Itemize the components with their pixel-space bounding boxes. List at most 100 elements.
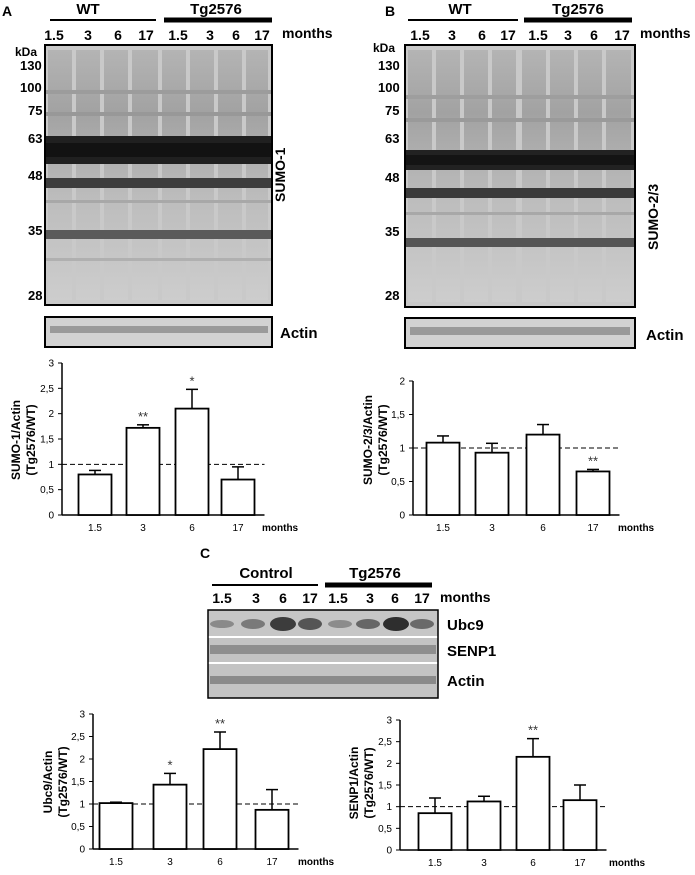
y-tick-label: 2 — [48, 409, 54, 420]
panel-a-group-wt: WT — [76, 1, 99, 18]
bar — [417, 812, 453, 851]
y-tick-label: 1 — [386, 802, 392, 813]
y-tick-label: 0 — [48, 511, 54, 522]
lane-label: 6 — [232, 27, 240, 43]
x-axis-label: months — [262, 523, 299, 534]
marker-label: 100 — [378, 80, 400, 95]
category-label: 1.5 — [88, 523, 102, 534]
panel-b-kda-label: kDa — [373, 41, 395, 55]
y-tick-label: 3 — [386, 716, 392, 727]
significance-mark: ** — [215, 716, 225, 731]
x-axis-label: months — [609, 858, 646, 869]
y-tick-label: 1,5 — [71, 777, 85, 788]
category-label: 3 — [167, 857, 173, 868]
marker-label: 100 — [20, 80, 42, 95]
bar — [125, 426, 161, 516]
marker-label: 75 — [385, 103, 399, 118]
bar — [575, 470, 611, 516]
panel-c-months-label: months — [440, 589, 491, 605]
bar — [525, 433, 561, 516]
bar — [254, 808, 290, 850]
marker-label: 35 — [28, 223, 42, 238]
lane-label: 17 — [500, 27, 516, 43]
x-axis-label: months — [618, 523, 655, 534]
chart-ubc9: 0 0,5 1 1,5 2 2,5 3 1.5 * 3 ** 6 17 months Ubc9/Actin(… — [41, 710, 335, 869]
panel-b-actin-blot — [404, 317, 636, 349]
lane-label: 1.5 — [528, 27, 548, 43]
bar — [77, 473, 113, 516]
panel-a-group-tg: Tg2576 — [190, 1, 242, 18]
marker-label: 63 — [28, 131, 42, 146]
y-axis-label: SUMO-1/Actin(Tg2576/WT) — [9, 400, 38, 480]
lane-label: 17 — [302, 590, 318, 606]
y-tick-label: 2 — [79, 755, 85, 766]
panel-c-group-control: Control — [239, 565, 292, 582]
panel-c-ubc9-label: Ubc9 — [447, 617, 484, 634]
panel-b-group-tg: Tg2576 — [552, 1, 604, 18]
marker-label: 48 — [385, 170, 399, 185]
panel-b: B WT Tg2576 1.5 3 6 17 1.5 3 6 17 months… — [373, 1, 691, 349]
panel-b-blot — [404, 44, 636, 308]
lane-label: 3 — [448, 27, 456, 43]
y-tick-label: 1,5 — [40, 435, 54, 446]
category-label: 6 — [189, 523, 195, 534]
panel-b-lane-labels: 1.5 3 6 17 1.5 3 6 17 — [410, 27, 630, 43]
panel-a: A WT Tg2576 1.5 3 6 17 1.5 3 6 17 months… — [2, 1, 333, 348]
lane-label: 1.5 — [44, 27, 64, 43]
category-label: 17 — [587, 523, 599, 534]
lane-label: 6 — [590, 27, 598, 43]
bar — [562, 799, 598, 851]
y-tick-label: 0 — [399, 511, 405, 522]
panel-c: C Control Tg2576 1.5 3 6 17 1.5 3 6 17 m… — [200, 545, 496, 699]
category-label: 3 — [481, 858, 487, 869]
category-label: 17 — [574, 858, 586, 869]
marker-label: 35 — [385, 224, 399, 239]
panel-c-blot — [207, 609, 439, 699]
panel-a-lane-labels: 1.5 3 6 17 1.5 3 6 17 — [44, 27, 270, 43]
significance-mark: * — [189, 373, 194, 388]
panel-b-blot-label: SUMO-2/3 — [645, 184, 661, 250]
lane-label: 3 — [206, 27, 214, 43]
y-tick-label: 3 — [48, 359, 54, 370]
lane-label: 6 — [279, 590, 287, 606]
y-tick-label: 2,5 — [71, 732, 85, 743]
y-tick-label: 2,5 — [378, 737, 392, 748]
panel-c-senp1-label: SENP1 — [447, 643, 496, 660]
y-tick-label: 0,5 — [71, 822, 85, 833]
y-tick-label: 0 — [79, 845, 85, 856]
bar — [220, 478, 256, 516]
lane-label: 3 — [84, 27, 92, 43]
marker-label: 130 — [378, 58, 400, 73]
category-label: 6 — [217, 857, 223, 868]
y-tick-label: 2 — [399, 377, 405, 388]
significance-mark: * — [167, 757, 172, 772]
bar — [515, 755, 551, 851]
panel-a-kda-label: kDa — [15, 45, 37, 59]
panel-a-blot-label: SUMO-1 — [272, 147, 288, 202]
lane-label: 3 — [252, 590, 260, 606]
category-label: 17 — [232, 523, 244, 534]
y-tick-label: 1 — [399, 444, 405, 455]
marker-label: 75 — [28, 103, 42, 118]
y-tick-label: 2 — [386, 759, 392, 770]
panel-a-blot — [44, 44, 273, 306]
lane-label: 17 — [614, 27, 630, 43]
panel-c-lane-labels: 1.5 3 6 17 1.5 3 6 17 — [212, 590, 430, 606]
category-label: 3 — [140, 523, 146, 534]
bar — [152, 783, 188, 850]
marker-label: 130 — [20, 58, 42, 73]
significance-mark: ** — [528, 723, 538, 738]
panel-c-group-tg: Tg2576 — [349, 565, 401, 582]
chart-sumo23: 0 0,5 1 1,5 2 1.5 3 6 ** 17 months SUMO-2/3/Actin(T… — [361, 377, 655, 535]
panel-b-group-wt: WT — [448, 1, 471, 18]
panel-b-months-label: months — [640, 25, 691, 41]
chart-senp1: 0 0,5 1 1,5 2 2,5 3 1.5 3 ** 6 17 months SENP1/Actin(… — [347, 716, 646, 870]
y-tick-label: 2,5 — [40, 384, 54, 395]
panel-b-actin-label: Actin — [646, 327, 684, 344]
y-tick-label: 0,5 — [391, 477, 405, 488]
panel-a-actin-label: Actin — [280, 325, 318, 342]
lane-label: 6 — [478, 27, 486, 43]
marker-label: 63 — [385, 131, 399, 146]
significance-mark: ** — [138, 409, 148, 424]
y-tick-label: 1 — [48, 460, 54, 471]
